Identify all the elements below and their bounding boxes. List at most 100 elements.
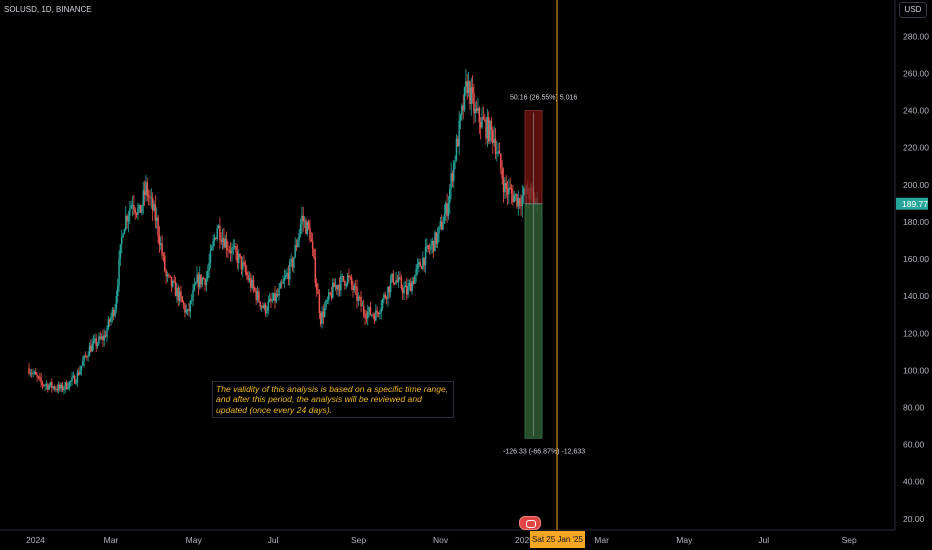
candle-body	[444, 203, 447, 215]
candle-body	[453, 161, 455, 182]
candle-body	[271, 300, 274, 301]
candle-body	[435, 232, 438, 244]
candle-body	[150, 197, 153, 199]
y-tick-label: 140.00	[903, 291, 929, 301]
candle-body	[500, 153, 502, 169]
candle-body	[180, 291, 182, 297]
candle-body	[282, 281, 284, 284]
candle-body	[192, 290, 194, 301]
candle-body	[317, 289, 319, 295]
position-target-label: 50.16 (26.55%) 5,016	[510, 95, 577, 102]
candle-body	[306, 221, 309, 234]
candle-body	[229, 250, 232, 254]
candle-body	[67, 387, 69, 389]
candle-body	[84, 355, 87, 357]
x-tick-label: Jul	[268, 535, 279, 545]
candle-body	[47, 384, 49, 390]
candle-body	[407, 286, 409, 295]
candle-body	[251, 280, 253, 288]
candle-body	[454, 160, 456, 162]
candle-body	[209, 250, 212, 263]
candle-body	[34, 371, 37, 375]
candle-body	[119, 244, 122, 259]
candle-body	[121, 237, 123, 245]
candle-body	[388, 286, 391, 293]
candle-body	[223, 237, 225, 248]
analysis-note[interactable]: The validity of this analysis is based o…	[212, 381, 454, 418]
candle-body	[345, 284, 347, 286]
candle-body	[110, 316, 112, 322]
candle-body	[196, 274, 198, 283]
candle-body	[112, 309, 115, 316]
candle-body	[391, 273, 393, 281]
candle-body	[469, 81, 471, 104]
candle-body	[489, 120, 491, 142]
candle-body	[240, 256, 243, 270]
candle-body	[297, 240, 299, 248]
candle-body	[48, 385, 50, 390]
candle-body	[276, 294, 279, 296]
x-tick-label: 2025	[515, 535, 534, 545]
candle-body	[285, 275, 287, 278]
candle-body	[145, 182, 147, 195]
candle-body	[190, 300, 193, 302]
candle-body	[29, 373, 32, 374]
y-tick-label: 120.00	[903, 328, 929, 338]
tradingview-logo-icon[interactable]	[519, 516, 541, 530]
candle-body	[380, 307, 382, 313]
candle-body	[36, 374, 38, 377]
candle-body	[186, 309, 189, 311]
candle-body	[260, 305, 263, 307]
candle-body	[298, 233, 300, 241]
candle-body	[61, 384, 64, 391]
candle-body	[115, 296, 118, 310]
candle-body	[481, 117, 483, 128]
candle-body	[60, 384, 63, 389]
candle-body	[353, 286, 356, 291]
x-tick-label: Jul	[758, 535, 769, 545]
candle-body	[233, 246, 236, 247]
candle-body	[92, 340, 95, 344]
candle-body	[181, 296, 183, 303]
y-tick-label: 220.00	[903, 143, 929, 153]
last-price-label: 189.77	[902, 199, 928, 209]
candle-body	[213, 237, 216, 242]
candle-body	[211, 246, 213, 251]
candle-body	[369, 306, 372, 315]
candle-body	[28, 368, 30, 374]
candle-body	[133, 204, 135, 210]
candle-body	[325, 300, 327, 308]
x-tick-label: Mar	[104, 535, 119, 545]
y-tick-label: 160.00	[903, 254, 929, 264]
candle-body	[126, 216, 128, 222]
y-tick-label: 20.00	[903, 514, 925, 524]
candle-body	[39, 377, 41, 378]
candle-body	[122, 234, 124, 238]
candle-body	[310, 239, 313, 242]
candle-body	[235, 246, 237, 253]
candle-body	[172, 280, 174, 287]
candle-body	[490, 120, 493, 130]
candle-body	[502, 178, 505, 193]
candle-body	[244, 264, 247, 272]
candle-body	[430, 245, 432, 250]
candle-body	[227, 249, 229, 251]
candle-body	[207, 270, 209, 279]
candle-body	[455, 138, 458, 161]
candle-body	[462, 105, 464, 111]
candle-body	[512, 193, 514, 203]
candle-body	[357, 296, 360, 301]
currency-button[interactable]: USD	[899, 2, 927, 18]
candle-body	[422, 257, 424, 269]
candle-body	[466, 81, 468, 93]
symbol-legend[interactable]: SOLUSD, 1D, BINANCE	[4, 5, 92, 14]
candle-body	[315, 282, 318, 290]
candle-body	[111, 309, 114, 317]
candle-body	[75, 382, 77, 384]
candle-body	[217, 225, 220, 229]
candle-body	[79, 370, 81, 375]
candle-body	[311, 241, 314, 249]
candle-body	[405, 285, 408, 295]
long-position-tool[interactable]: 50.16 (26.55%) 5,016 -126.33 (-66.87%) -1…	[503, 95, 585, 456]
